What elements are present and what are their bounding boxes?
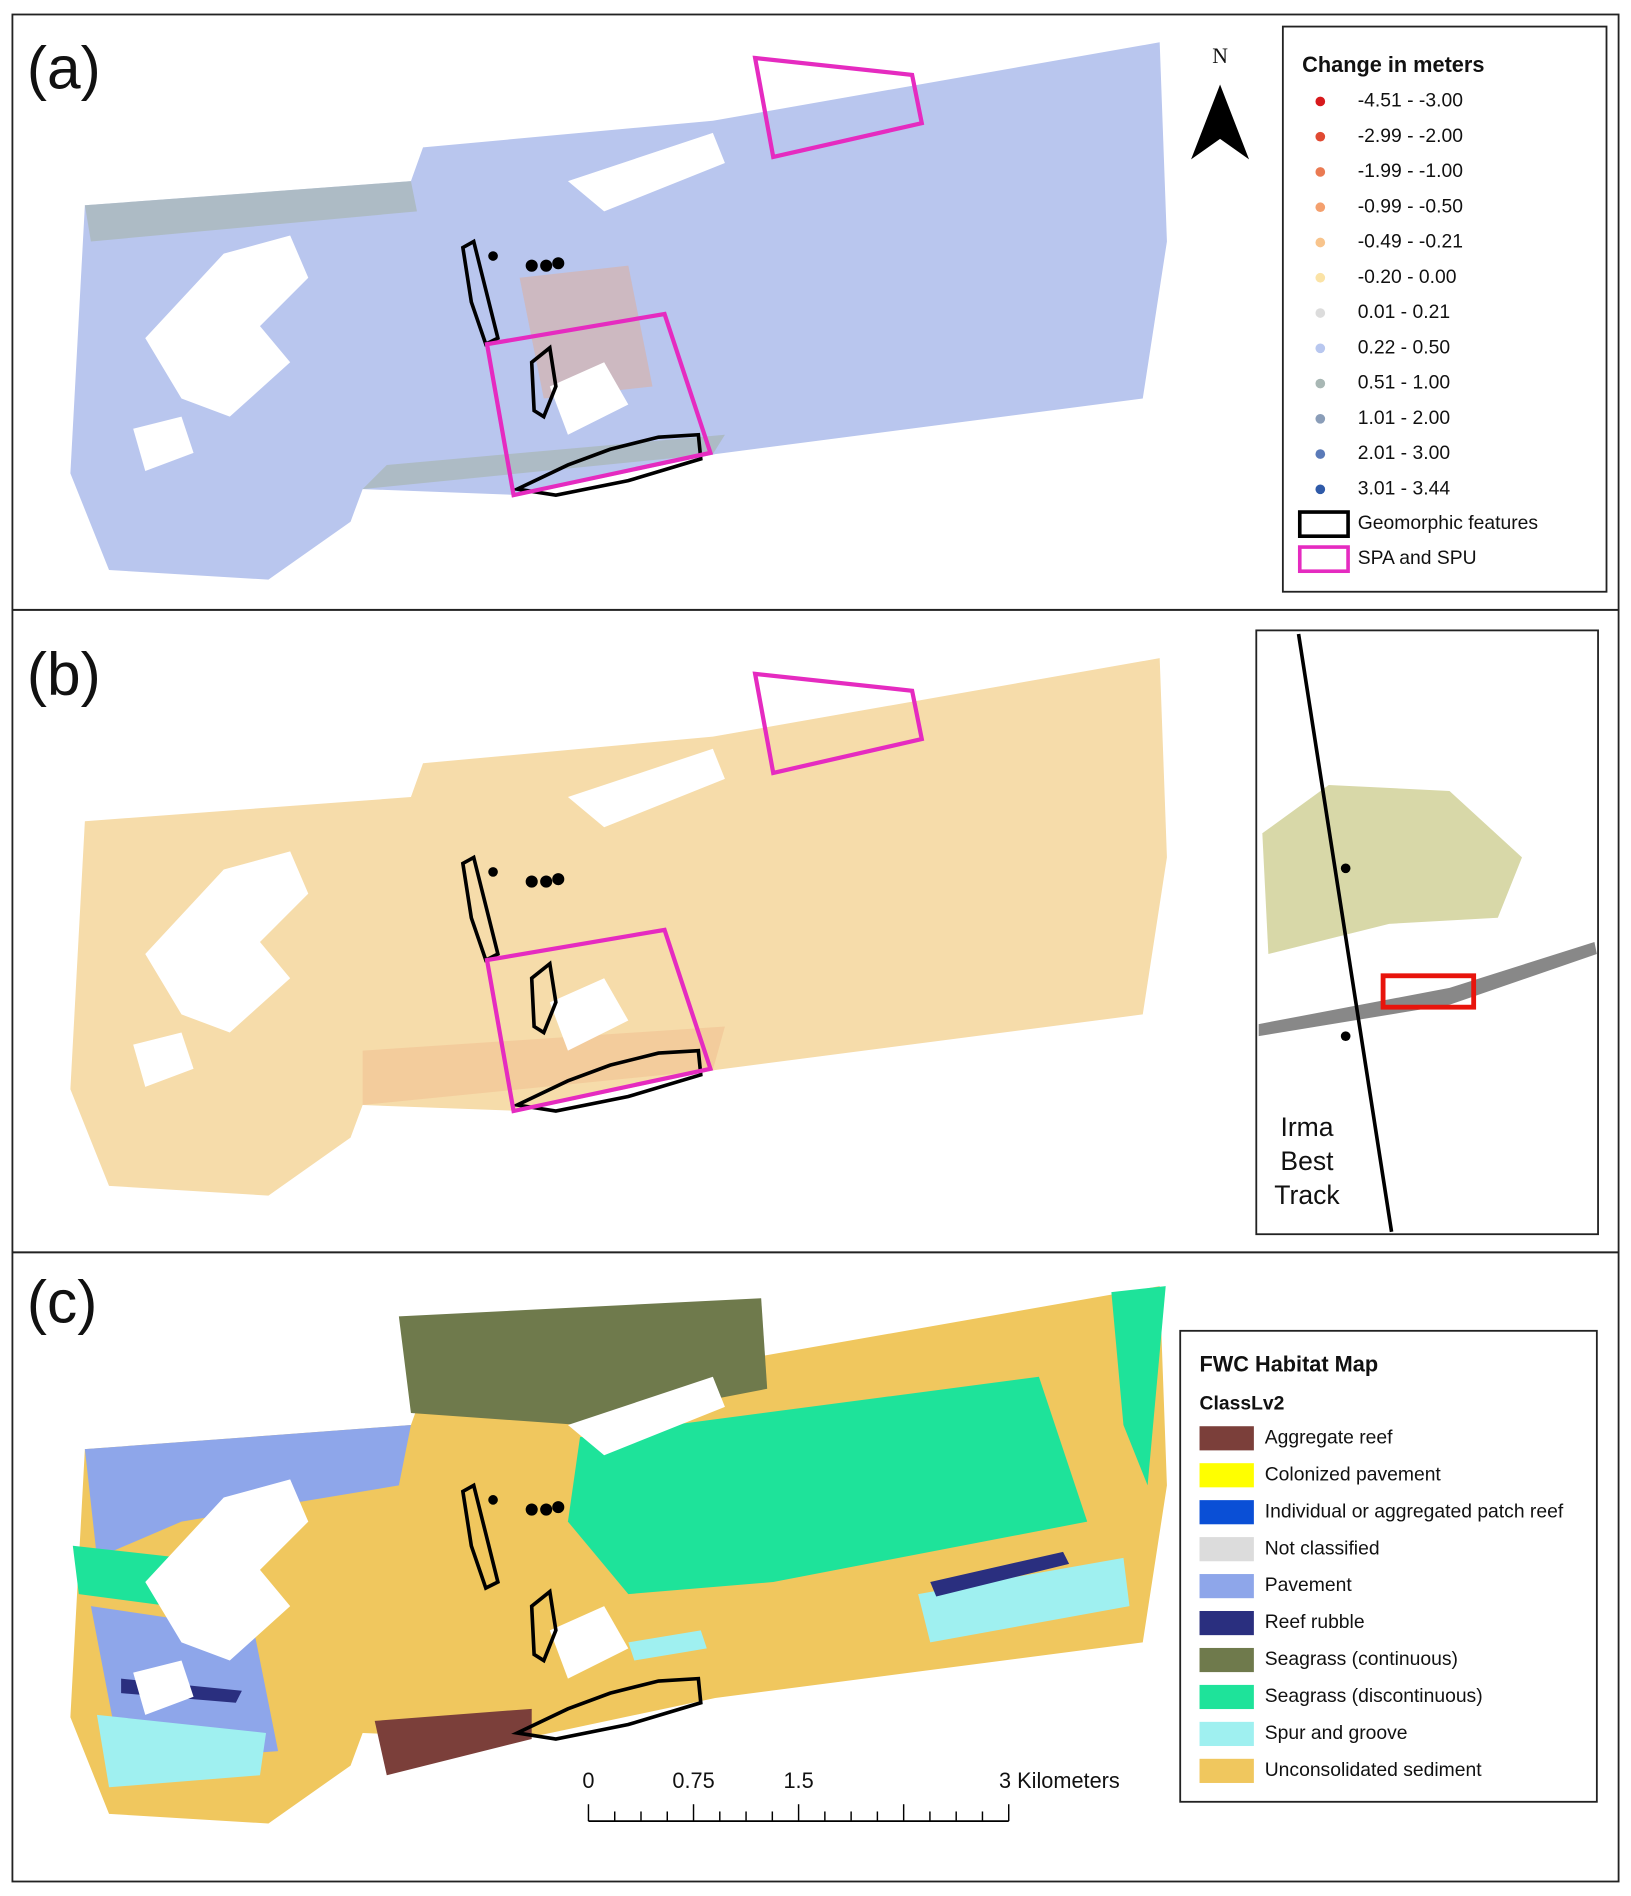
- scale-label: 0.75: [672, 1768, 714, 1793]
- habitat-legend: FWC Habitat Map ClassLv2 Aggregate reef C…: [1179, 1329, 1598, 1803]
- legend-label: Aggregate reef: [1265, 1427, 1393, 1448]
- legend-swatch: [1315, 484, 1326, 495]
- storm-map: [70, 658, 1167, 1196]
- legend-label: Individual or aggregated patch reef: [1265, 1501, 1564, 1522]
- legend-label: -2.99 - -2.00: [1358, 126, 1463, 147]
- legend-subtitle: ClassLv2: [1200, 1394, 1285, 1415]
- inset-label: Irma: [1280, 1112, 1333, 1142]
- legend-swatch: [1199, 1721, 1254, 1747]
- scale-bar: 0 0.75 1.5 3 Kilometers: [582, 1768, 1120, 1823]
- legend-swatch: [1315, 413, 1326, 424]
- legend-swatch: [1315, 308, 1326, 318]
- legend-swatch: [1297, 545, 1350, 574]
- change-map: [70, 42, 1167, 580]
- legend-label: 2.01 - 3.00: [1358, 443, 1450, 464]
- legend-swatch: [1199, 1500, 1254, 1525]
- legend-label: 1.01 - 2.00: [1358, 408, 1450, 429]
- legend-swatch: [1315, 202, 1326, 213]
- legend-label: Not classified: [1265, 1538, 1380, 1559]
- legend-swatch: [1199, 1463, 1254, 1488]
- legend-label: Reef rubble: [1265, 1612, 1365, 1633]
- scale-label: 0: [582, 1768, 594, 1793]
- legend-label: Seagrass (discontinuous): [1265, 1686, 1483, 1707]
- legend-title: FWC Habitat Map: [1200, 1352, 1379, 1377]
- change-legend: Change in meters -4.51 - -3.00 -2.99 - -2…: [1281, 25, 1608, 593]
- legend-label: Unconsolidated sediment: [1265, 1760, 1482, 1781]
- panel-label: (b): [27, 640, 101, 708]
- legend-label: Spur and groove: [1265, 1723, 1408, 1744]
- panel-label: (a): [27, 33, 101, 101]
- legend-label: -0.49 - -0.21: [1358, 232, 1463, 253]
- legend-swatch: [1199, 1758, 1254, 1783]
- scale-label: 3 Kilometers: [999, 1768, 1120, 1793]
- legend-swatch: [1315, 167, 1326, 177]
- inset-label: Track: [1274, 1180, 1340, 1210]
- scale-label: 1.5: [783, 1768, 813, 1793]
- inset-label: Best: [1280, 1146, 1334, 1176]
- legend-swatch: [1199, 1574, 1254, 1599]
- panel-frame: [11, 1251, 1620, 1883]
- legend-label: -4.51 - -3.00: [1358, 91, 1463, 112]
- legend-label: Colonized pavement: [1265, 1464, 1442, 1485]
- legend-label: 0.01 - 0.21: [1358, 302, 1450, 323]
- legend-swatch: [1315, 96, 1326, 107]
- north-arrow: N: [1191, 44, 1250, 160]
- legend-swatch: [1315, 237, 1326, 248]
- legend-swatch: [1315, 343, 1326, 354]
- legend-swatch: [1199, 1426, 1254, 1451]
- legend-label: Seagrass (continuous): [1265, 1649, 1458, 1670]
- legend-label: -0.20 - 0.00: [1358, 267, 1457, 288]
- legend-label: SPA and SPU: [1358, 548, 1477, 569]
- habitat-map: [70, 1286, 1167, 1824]
- panel-label: (c): [27, 1268, 97, 1336]
- legend-label: 0.51 - 1.00: [1358, 373, 1450, 394]
- north-label: N: [1212, 44, 1228, 68]
- legend-title: Change in meters: [1302, 52, 1484, 77]
- legend-swatch: [1315, 378, 1326, 389]
- legend-swatch: [1315, 131, 1326, 142]
- legend-swatch: [1199, 1537, 1254, 1562]
- legend-swatch: [1315, 449, 1326, 459]
- legend-swatch: [1315, 272, 1326, 283]
- legend-label: -0.99 - -0.50: [1358, 196, 1463, 217]
- legend-label: 0.22 - 0.50: [1358, 337, 1450, 358]
- legend-swatch: [1199, 1647, 1254, 1673]
- legend-label: 3.01 - 3.44: [1358, 478, 1451, 499]
- legend-label: -1.99 - -1.00: [1358, 161, 1463, 182]
- legend-swatch: [1199, 1610, 1254, 1636]
- legend-label: Geomorphic features: [1358, 513, 1538, 534]
- inset-map: Irma Best Track: [1255, 629, 1599, 1236]
- legend-swatch: [1297, 510, 1350, 539]
- legend-swatch: [1199, 1684, 1254, 1710]
- legend-label: Pavement: [1265, 1575, 1353, 1596]
